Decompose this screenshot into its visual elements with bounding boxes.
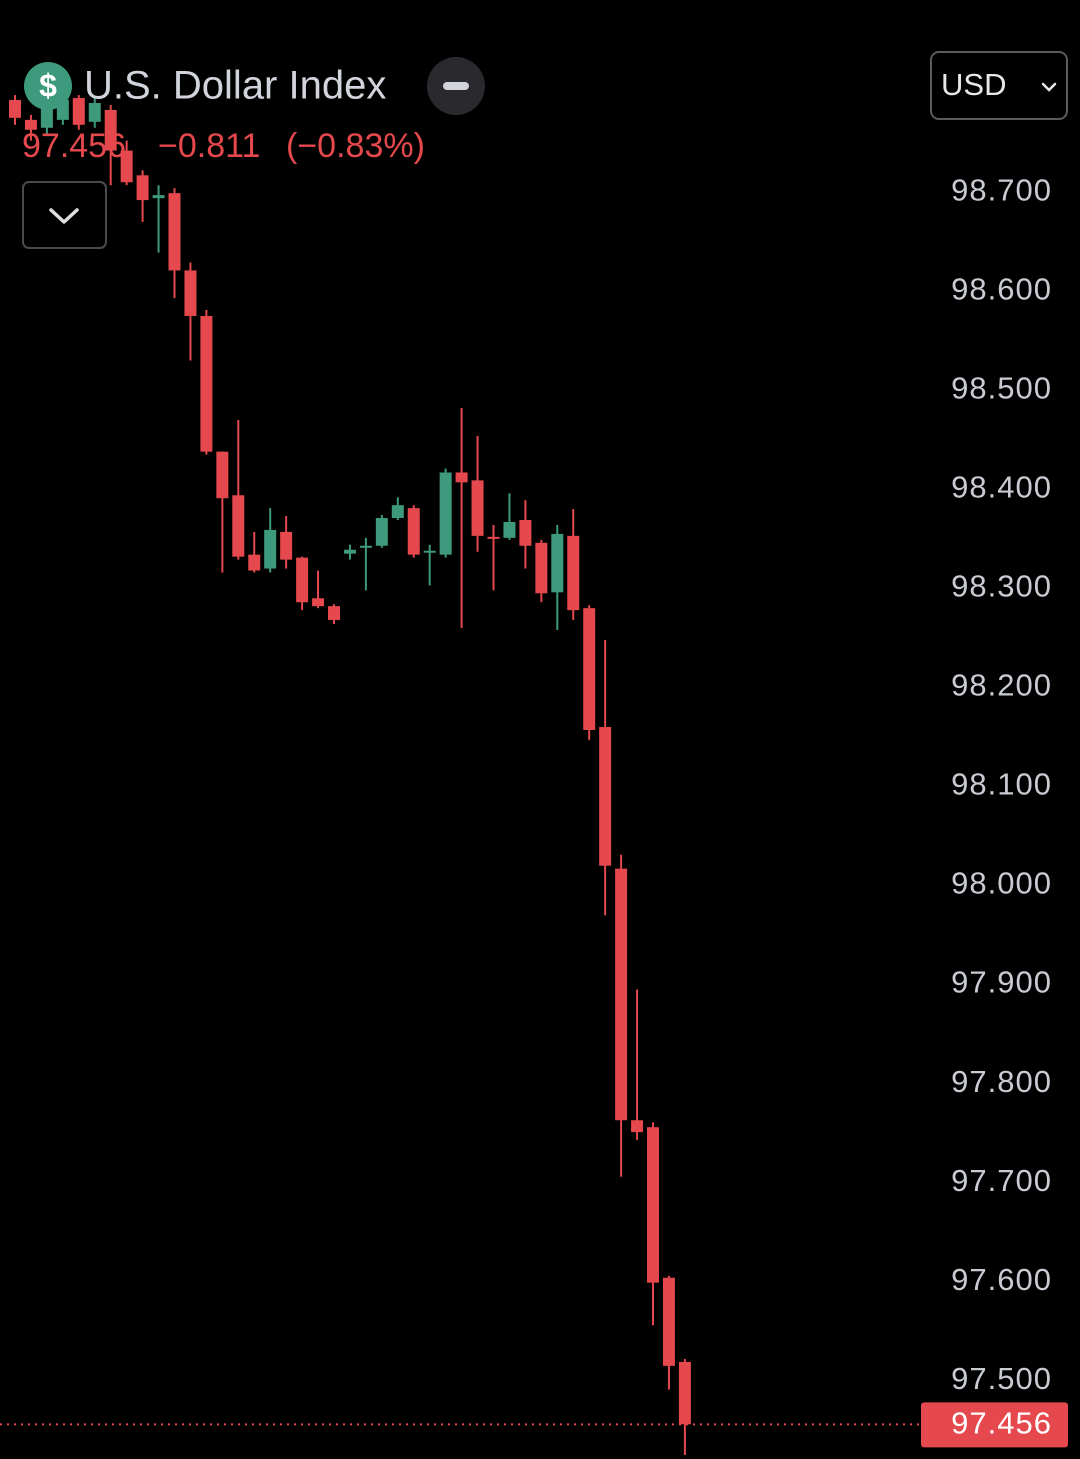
- currency-selector-bg[interactable]: [930, 51, 1068, 120]
- candle-body: [120, 150, 133, 183]
- candle-body: [678, 1361, 691, 1425]
- price-axis: 97.500 97.600 97.700 97.800 97.900 98.000 98.1…: [921, 172, 1068, 1448]
- candle-body: [232, 495, 245, 557]
- y-tick-label: 97.700: [951, 1163, 1052, 1198]
- collapse-button[interactable]: [427, 57, 485, 115]
- y-tick-label: 97.600: [951, 1262, 1052, 1297]
- y-tick-label: 97.500: [951, 1361, 1052, 1396]
- price-change: −0.811: [158, 127, 260, 165]
- candle-body: [551, 533, 564, 593]
- last-price: 97.456: [22, 127, 126, 165]
- price-change-percent: (−0.83%): [286, 127, 425, 165]
- y-tick-label: 98.300: [951, 569, 1052, 604]
- y-tick-label: 98.200: [951, 668, 1052, 703]
- candle-body: [519, 520, 532, 546]
- y-tick-label: 98.100: [951, 767, 1052, 802]
- candle-body: [104, 109, 117, 151]
- y-tick-label: 98.000: [951, 866, 1052, 901]
- currency-selector[interactable]: USD: [930, 51, 1068, 120]
- candle-body: [9, 100, 21, 118]
- plot-area: [0, 95, 920, 1456]
- expand-button[interactable]: [22, 181, 107, 249]
- candle-body: [439, 472, 452, 555]
- last-price-tag: [921, 1402, 1068, 1448]
- last-price-tag-label: 97.456: [951, 1406, 1052, 1441]
- symbol-icon-text: $: [39, 67, 57, 103]
- candle-body: [40, 107, 53, 128]
- symbol-title: U.S. Dollar Index: [84, 64, 386, 108]
- candle-body: [375, 518, 388, 546]
- currency-chevron[interactable]: [1041, 82, 1057, 92]
- candle-body: [631, 1120, 644, 1133]
- candle-body: [328, 606, 340, 621]
- currency-label[interactable]: USD: [941, 67, 1006, 102]
- candle-body: [200, 315, 213, 452]
- candle-body: [567, 535, 580, 611]
- candle-body: [599, 727, 612, 866]
- candle-body: [423, 550, 436, 553]
- candle-body: [455, 472, 468, 483]
- candle-body: [24, 119, 37, 130]
- candle-body: [487, 536, 500, 539]
- candle-body: [88, 103, 101, 122]
- candle-body: [471, 480, 484, 536]
- candle-body: [503, 521, 516, 538]
- candle-body: [296, 557, 309, 603]
- header: $ U.S. Dollar Index 97.456 −0.811 (−0.83…: [22, 51, 1068, 249]
- candle-body: [312, 598, 325, 607]
- symbol-icon: [24, 62, 72, 110]
- candle-body: [216, 451, 229, 499]
- candle-body: [662, 1277, 675, 1366]
- candle-body: [343, 549, 356, 554]
- collapse-icon[interactable]: [443, 82, 469, 90]
- y-tick-label: 97.900: [951, 965, 1052, 1000]
- candle-body: [535, 542, 548, 594]
- candle-body: [583, 608, 596, 730]
- candle-body: [359, 545, 372, 548]
- y-tick-label: 98.400: [951, 469, 1052, 504]
- candle-body: [280, 531, 293, 560]
- candle-body: [248, 554, 261, 571]
- y-tick-label: 98.700: [951, 172, 1052, 207]
- candle-body: [264, 529, 277, 569]
- candle-body: [136, 175, 149, 201]
- expand-button-bg[interactable]: [22, 181, 107, 249]
- candle-body: [647, 1127, 659, 1283]
- candle-body: [72, 98, 85, 125]
- candle-body: [152, 195, 165, 199]
- y-tick-label: 97.800: [951, 1064, 1052, 1099]
- y-tick-label: 98.600: [951, 271, 1052, 306]
- candle-body: [615, 868, 628, 1121]
- candle-body: [391, 505, 404, 519]
- y-tick-label: 98.500: [951, 370, 1052, 405]
- candle-body: [168, 193, 181, 271]
- candle-body: [407, 508, 420, 555]
- expand-icon[interactable]: [49, 208, 79, 224]
- candle-body: [184, 270, 197, 316]
